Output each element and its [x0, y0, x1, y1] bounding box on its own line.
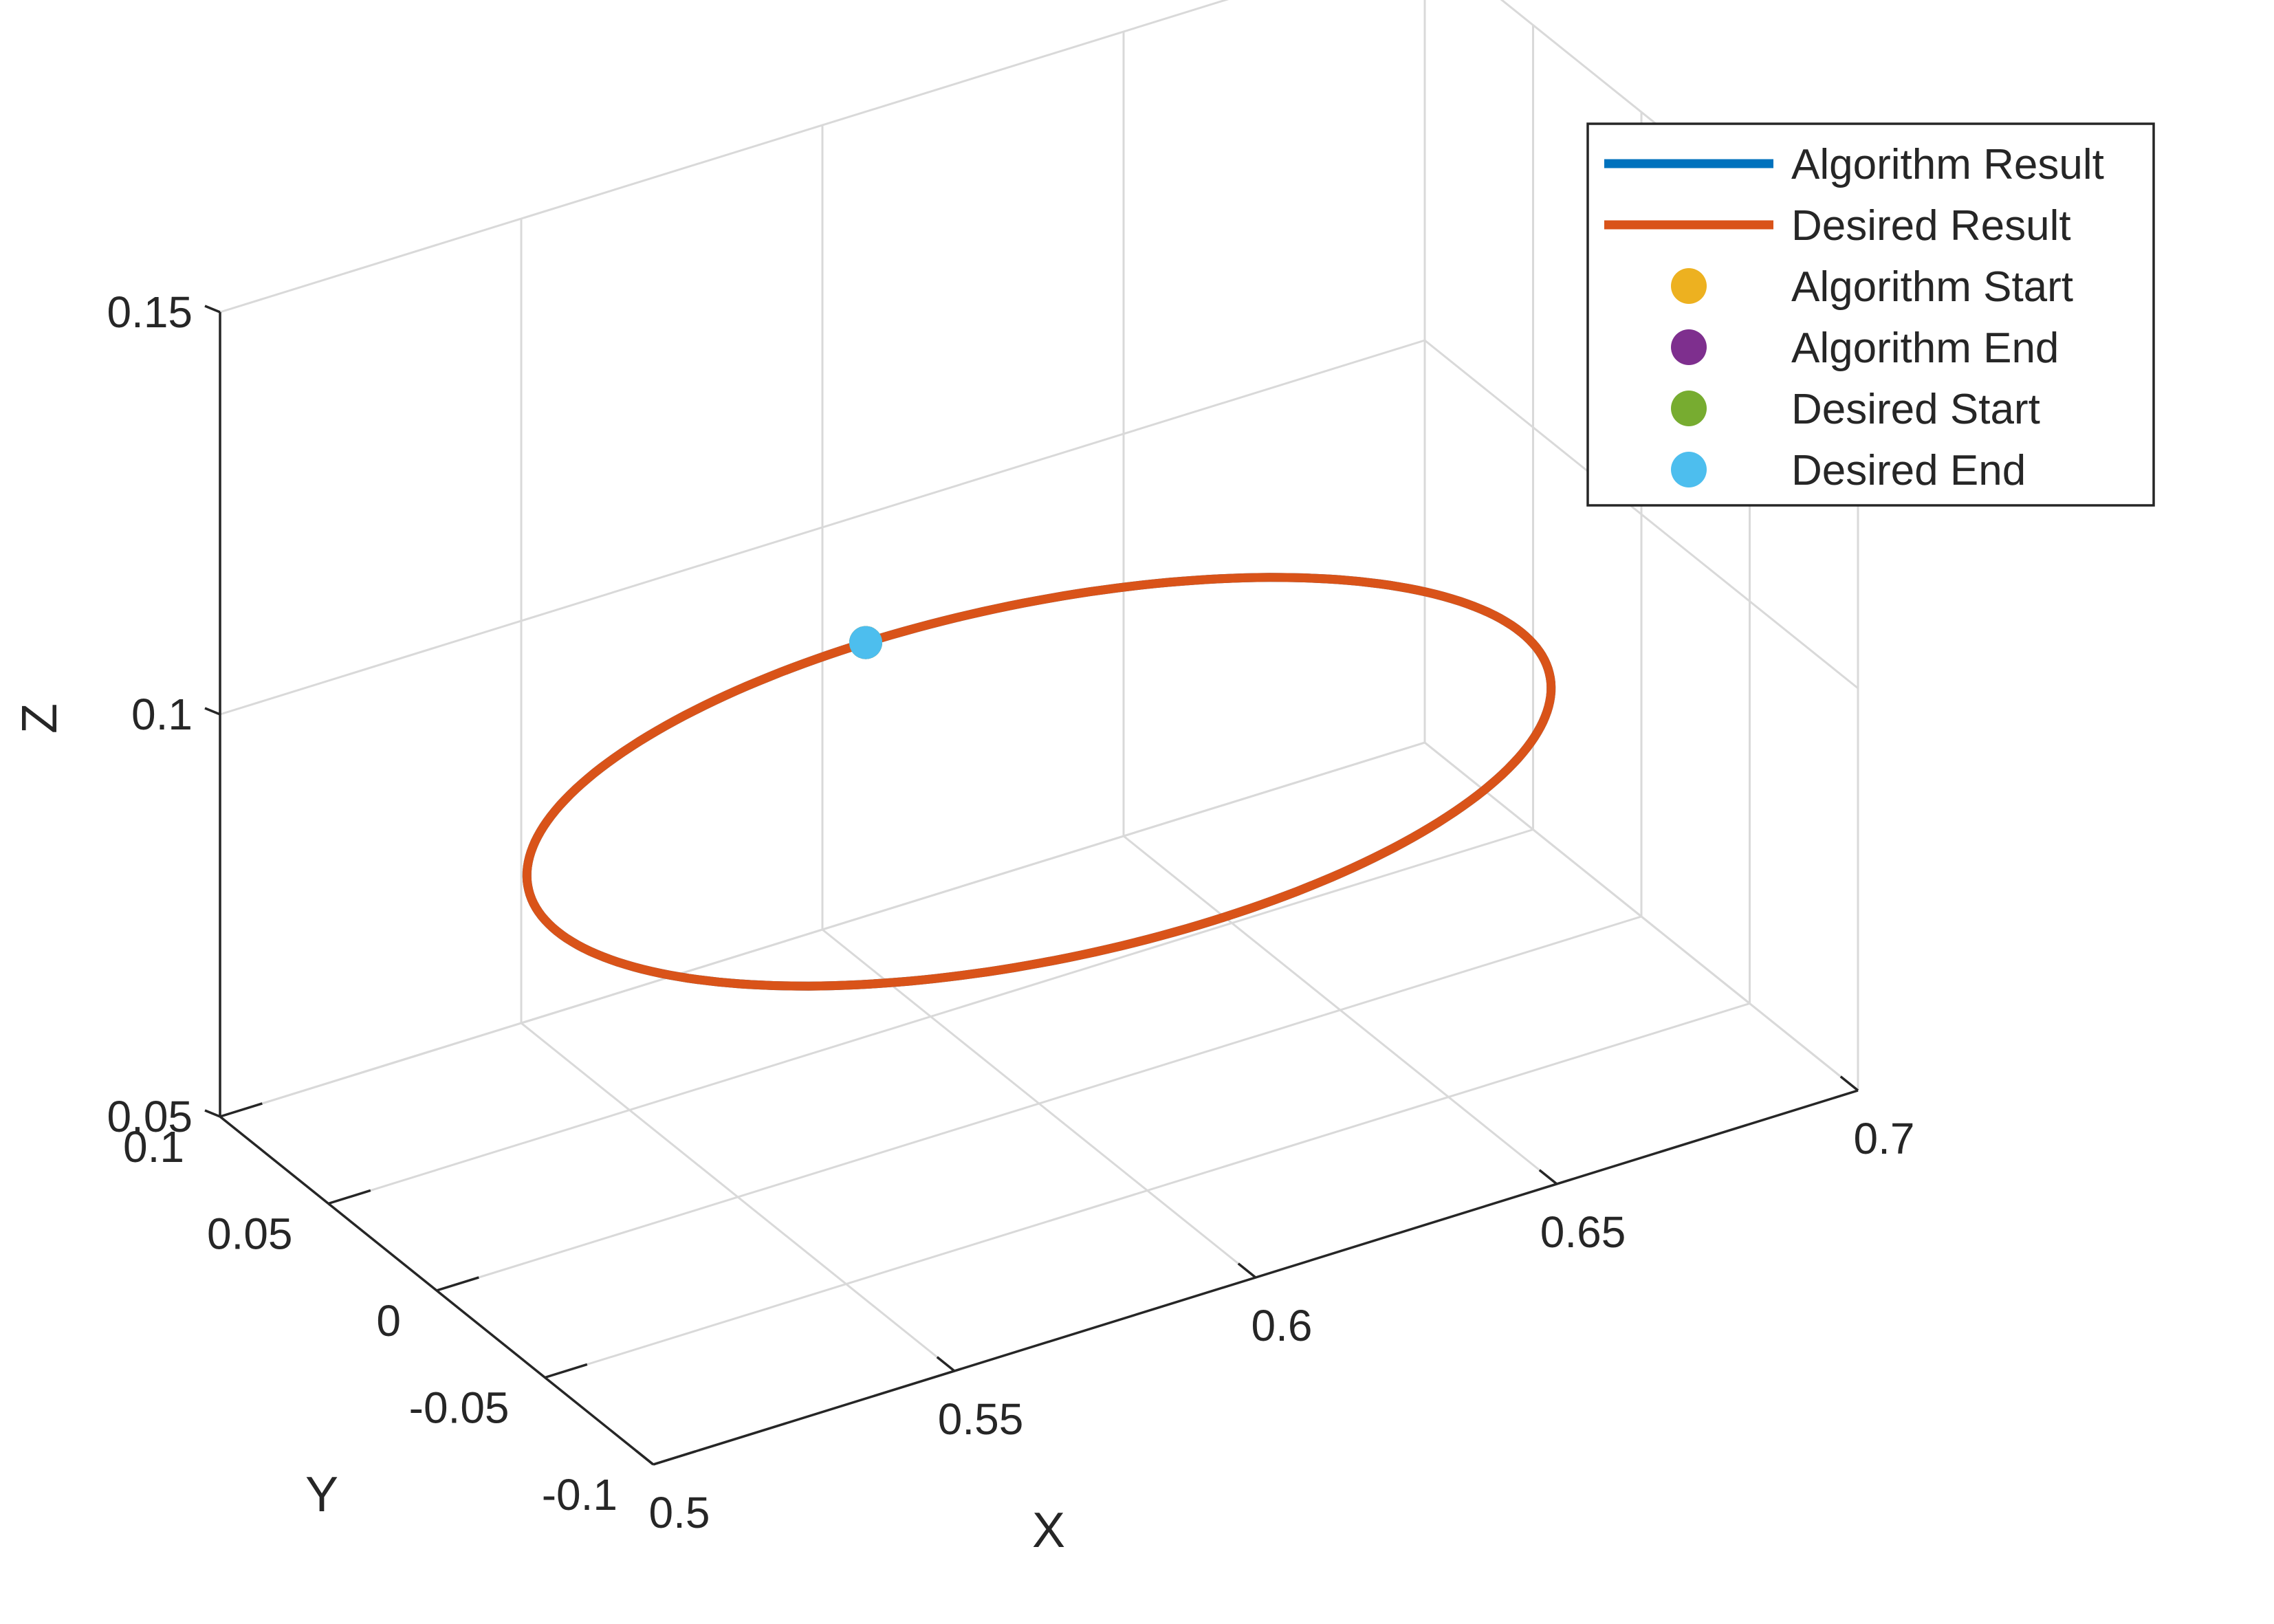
x-tick-mark	[1538, 1169, 1558, 1185]
grid-line	[219, 339, 1425, 716]
y-tick-mark	[653, 1450, 696, 1466]
grid-line	[1424, 339, 1859, 690]
tick-labels: 0.50.550.60.650.7-0.1-0.0500.050.10.050.…	[107, 287, 1914, 1537]
z-tick-label: 0.1	[131, 690, 193, 739]
marker-desired-end	[849, 626, 882, 659]
grid-line	[1424, 741, 1859, 1092]
legend-box	[1586, 122, 2155, 507]
y-tick-mark	[544, 1363, 588, 1379]
x-tick-label: 0.6	[1251, 1301, 1313, 1350]
y-tick-label: 0.1	[123, 1122, 184, 1172]
z-axis-label: Z	[12, 703, 67, 734]
x-tick-label: 0.55	[938, 1394, 1024, 1444]
z-tick-mark	[204, 707, 221, 716]
x-axis-label: X	[1032, 1503, 1065, 1558]
legend-label-algorithm-end: Algorithm End	[1791, 325, 2059, 372]
grid-line	[545, 1002, 1750, 1379]
y-axis-label: Y	[305, 1467, 338, 1522]
legend-label-desired-end: Desired End	[1791, 447, 2026, 494]
legend-swatch-algorithm-end	[1671, 329, 1707, 365]
y-tick-label: 0	[376, 1296, 401, 1346]
z-tick-mark	[204, 1109, 221, 1118]
z-tick-mark	[204, 305, 221, 314]
x-tick-mark	[1839, 1075, 1859, 1092]
grid-line	[328, 829, 1533, 1205]
z-tick-label: 0.05	[107, 1092, 193, 1141]
y-tick-label: -0.1	[542, 1470, 617, 1519]
z-tick-label: 0.15	[107, 287, 193, 337]
x-tick-label: 0.65	[1540, 1207, 1626, 1257]
legend: Algorithm Result Desired Result Algorithm …	[1586, 122, 2155, 507]
x-tick-label: 0.5	[649, 1488, 710, 1537]
x-tick-mark	[936, 1356, 956, 1372]
x-tick-mark	[1237, 1262, 1257, 1279]
grid-line	[219, 741, 1425, 1118]
axes	[204, 305, 1859, 1466]
series-layer	[522, 573, 1556, 991]
series-line-desired-result	[522, 573, 1556, 991]
series-line-algorithm-result	[522, 573, 1556, 991]
grid-line	[219, 0, 1229, 314]
y-tick-mark	[327, 1189, 371, 1205]
y-tick-label: 0.05	[207, 1209, 293, 1259]
y-tick-label: -0.05	[409, 1383, 510, 1433]
legend-label-desired-start: Desired Start	[1791, 386, 2040, 433]
grid-line	[436, 915, 1642, 1292]
y-tick-mark	[219, 1102, 263, 1118]
legend-label-algorithm-result: Algorithm Result	[1791, 141, 2104, 188]
legend-label-desired-result: Desired Result	[1791, 202, 2071, 250]
legend-swatch-algorithm-start	[1671, 268, 1707, 304]
x-tick-mark	[635, 1449, 655, 1466]
x-tick-label: 0.7	[1854, 1114, 1915, 1163]
legend-swatch-desired-end	[1671, 452, 1707, 487]
legend-label-algorithm-start: Algorithm Start	[1791, 263, 2073, 311]
y-tick-mark	[436, 1276, 479, 1292]
legend-swatch-desired-start	[1671, 391, 1707, 426]
